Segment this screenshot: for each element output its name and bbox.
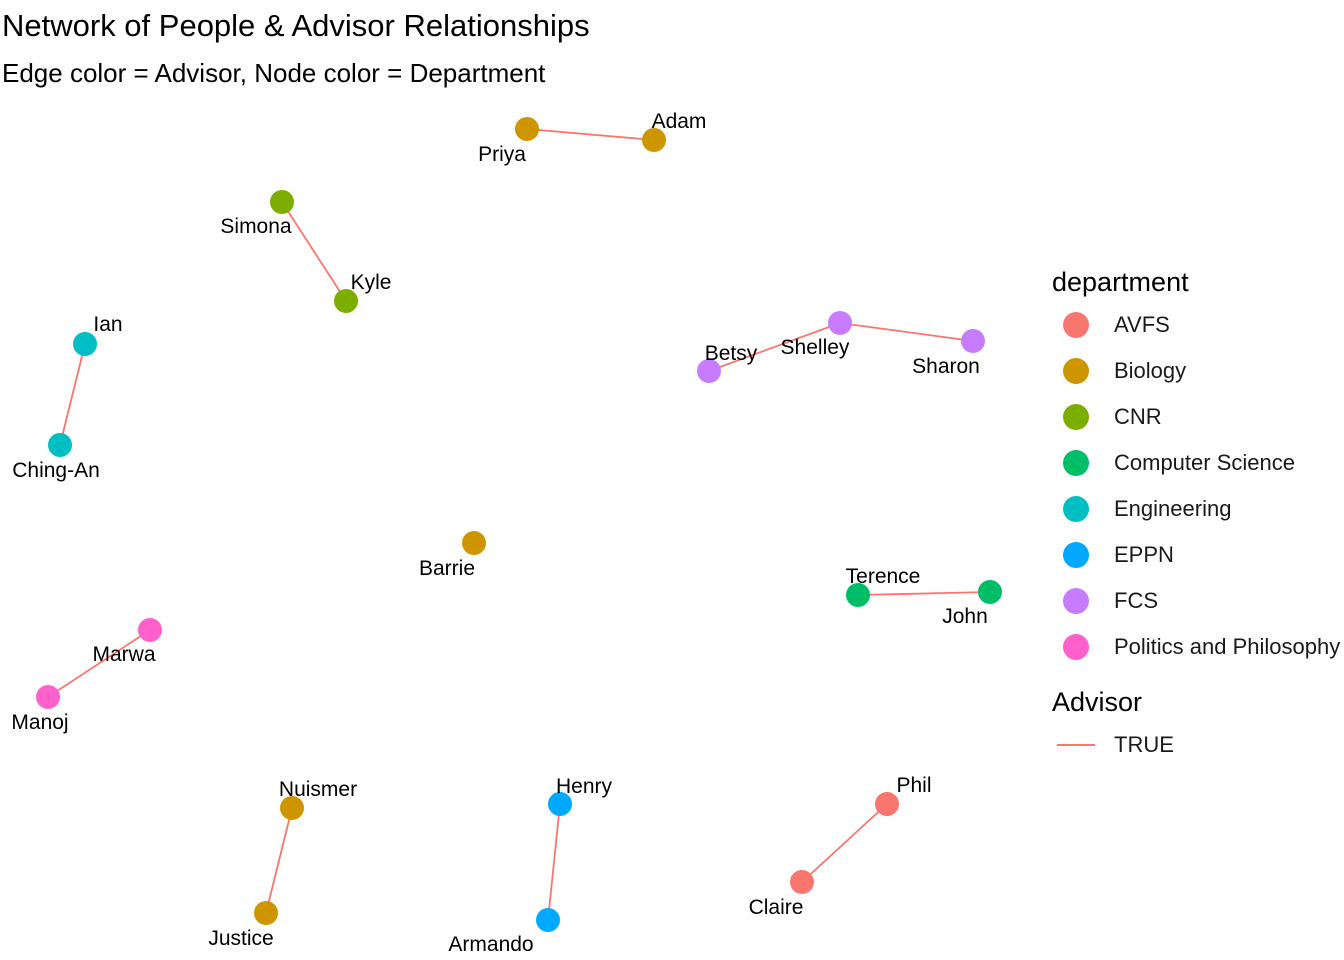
legend-key xyxy=(1052,744,1100,746)
edge-nuismer-justice xyxy=(265,807,293,914)
node-shelley xyxy=(828,311,852,335)
legend-key xyxy=(1052,312,1100,338)
legend-item-department: FCS xyxy=(1052,578,1344,624)
edge-terence-john xyxy=(857,591,991,596)
legend-advisor-list: TRUE xyxy=(1052,722,1344,768)
node-kyle xyxy=(334,289,358,313)
legend-item-department: Biology xyxy=(1052,348,1344,394)
node-label-claire: Claire xyxy=(749,896,804,919)
legend-key xyxy=(1052,634,1100,660)
node-claire xyxy=(790,870,814,894)
edge-betsy-shelley xyxy=(708,322,841,372)
node-label-nuismer: Nuismer xyxy=(279,778,357,801)
node-label-betsy: Betsy xyxy=(705,342,758,365)
node-john xyxy=(978,580,1002,604)
legend-key xyxy=(1052,358,1100,384)
node-label-justice: Justice xyxy=(208,927,273,950)
legend-item-department: AVFS xyxy=(1052,302,1344,348)
legend-swatch xyxy=(1063,634,1089,660)
edge-henry-armando xyxy=(547,803,561,921)
legend-advisor-title: Advisor xyxy=(1052,687,1143,717)
node-label-henry: Henry xyxy=(556,775,613,798)
node-ching-an xyxy=(48,433,72,457)
node-justice xyxy=(254,901,278,925)
legend-key xyxy=(1052,450,1100,476)
legend: department AVFS Biology CNR Computer Scienc… xyxy=(1052,262,1344,768)
legend-key xyxy=(1052,542,1100,568)
node-label-phil: Phil xyxy=(896,774,931,797)
chart-subtitle: Edge color = Advisor, Node color = Depar… xyxy=(2,58,546,88)
legend-label: CNR xyxy=(1114,404,1162,429)
legend-item-advisor: TRUE xyxy=(1052,722,1344,768)
node-label-john: John xyxy=(942,605,988,628)
edge-phil-claire xyxy=(801,803,888,883)
legend-label: FCS xyxy=(1114,588,1158,613)
node-adam xyxy=(642,128,666,152)
edge-marwa-manoj xyxy=(47,629,151,698)
legend-label: TRUE xyxy=(1114,732,1174,757)
legend-key xyxy=(1052,588,1100,614)
legend-label: Politics and Philosophy xyxy=(1114,634,1341,659)
legend-item-department: Computer Science xyxy=(1052,440,1344,486)
legend-label: Computer Science xyxy=(1114,450,1295,475)
node-label-marwa: Marwa xyxy=(92,643,155,666)
legend-swatch xyxy=(1063,588,1089,614)
legend-key xyxy=(1052,404,1100,430)
legend-label: Biology xyxy=(1114,358,1187,383)
node-phil xyxy=(875,792,899,816)
legend-department-title: department xyxy=(1052,267,1189,297)
node-terence xyxy=(846,583,870,607)
node-sharon xyxy=(961,329,985,353)
node-barrie xyxy=(462,531,486,555)
legend-label: AVFS xyxy=(1114,312,1170,337)
legend-line-swatch xyxy=(1057,744,1095,746)
node-armando xyxy=(536,908,560,932)
node-label-kyle: Kyle xyxy=(351,271,392,294)
legend-swatch xyxy=(1063,542,1089,568)
legend-swatch xyxy=(1063,312,1089,338)
node-nuismer xyxy=(280,796,304,820)
node-ian xyxy=(73,332,97,356)
node-label-terence: Terence xyxy=(846,565,921,588)
edges-layer xyxy=(47,128,991,921)
node-label-shelley: Shelley xyxy=(781,336,850,359)
node-label-sharon: Sharon xyxy=(912,355,980,378)
legend-swatch xyxy=(1063,450,1089,476)
legend-key xyxy=(1052,496,1100,522)
legend-item-department: Politics and Philosophy xyxy=(1052,624,1344,670)
node-label-adam: Adam xyxy=(652,110,707,133)
legend-department-list: AVFS Biology CNR Computer Science Engineerin… xyxy=(1052,302,1344,670)
legend-item-department: Engineering xyxy=(1052,486,1344,532)
legend-item-department: CNR xyxy=(1052,394,1344,440)
node-label-ching-an: Ching-An xyxy=(12,459,100,482)
node-simona xyxy=(270,190,294,214)
edge-ian-ching-an xyxy=(59,343,86,446)
node-label-manoj: Manoj xyxy=(11,711,68,734)
chart-title: Network of People & Advisor Relationship… xyxy=(2,8,590,43)
network-graph: Priya Adam Simona Kyle Ian Ching-An Betsy Shell… xyxy=(11,110,1002,956)
labels-layer: Priya Adam Simona Kyle Ian Ching-An Betsy Shell… xyxy=(11,110,987,956)
node-label-simona: Simona xyxy=(220,215,292,238)
node-priya xyxy=(515,117,539,141)
node-manoj xyxy=(36,685,60,709)
legend-label: EPPN xyxy=(1114,542,1174,567)
node-betsy xyxy=(697,359,721,383)
legend-swatch xyxy=(1063,358,1089,384)
legend-item-department: EPPN xyxy=(1052,532,1344,578)
node-label-priya: Priya xyxy=(478,143,526,166)
edge-simona-kyle xyxy=(281,201,347,302)
legend-label: Engineering xyxy=(1114,496,1232,521)
node-marwa xyxy=(138,618,162,642)
node-label-ian: Ian xyxy=(93,313,122,336)
edge-shelley-sharon xyxy=(839,322,974,342)
edge-priya-adam xyxy=(526,128,655,141)
node-henry xyxy=(548,792,572,816)
legend-swatch xyxy=(1063,496,1089,522)
node-label-barrie: Barrie xyxy=(419,557,475,580)
node-label-armando: Armando xyxy=(448,933,533,956)
nodes-layer xyxy=(36,117,1002,932)
legend-swatch xyxy=(1063,404,1089,430)
